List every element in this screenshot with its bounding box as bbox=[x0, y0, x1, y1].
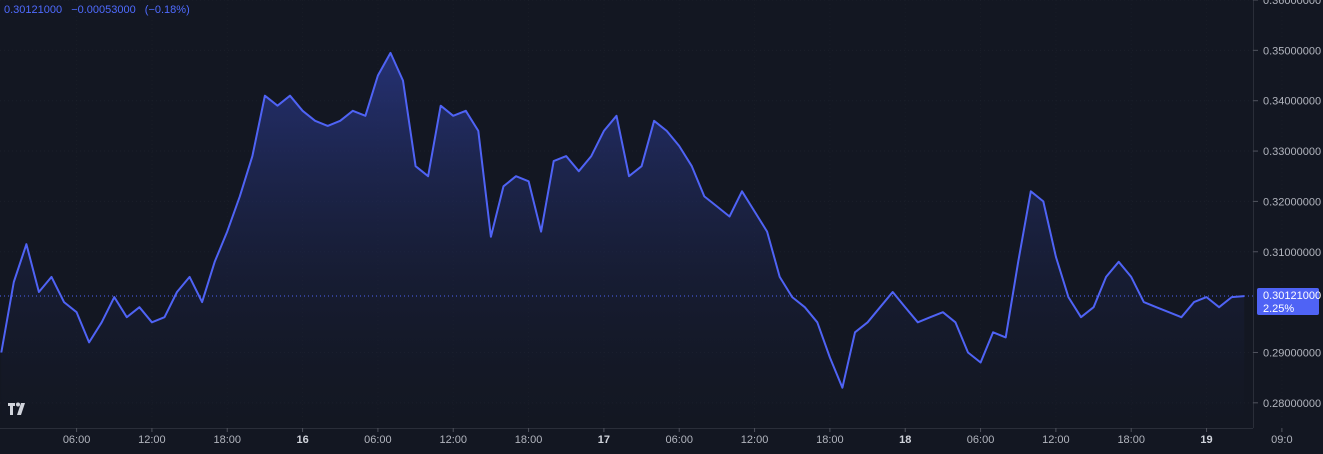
legend-value: 0.30121000 bbox=[4, 4, 63, 16]
time-tick-label: 18:00 bbox=[1117, 434, 1145, 446]
price-line bbox=[0, 51, 1245, 389]
last-price-change-pct: 2.25% bbox=[1263, 303, 1294, 315]
legend-change-pct: (−0.18%) bbox=[144, 4, 190, 16]
time-tick-label: 06:00 bbox=[364, 434, 392, 446]
last-price-badge-bg bbox=[1257, 288, 1319, 316]
price-axis[interactable]: 0.36000000 0.35000000 0.34000000 0.33000000… bbox=[1253, 0, 1321, 410]
last-price-value: 0.30121000 bbox=[1263, 290, 1321, 302]
price-tick-label: 0.31000000 bbox=[1263, 247, 1321, 259]
price-tick-label: 0.32000000 bbox=[1263, 196, 1321, 208]
time-tick-label: 12:00 bbox=[138, 434, 166, 446]
time-tick-label: 18 bbox=[899, 434, 911, 446]
price-tick-label: 0.29000000 bbox=[1263, 347, 1321, 359]
legend-change: −0.00053000 bbox=[71, 4, 136, 16]
time-tick-label: 12:00 bbox=[741, 434, 769, 446]
time-tick-label: 19 bbox=[1200, 434, 1212, 446]
time-tick-label: 17 bbox=[598, 434, 610, 446]
time-tick-label: 06:00 bbox=[63, 434, 91, 446]
price-tick-label: 0.35000000 bbox=[1263, 45, 1321, 57]
time-tick-label: 06:00 bbox=[665, 434, 693, 446]
time-tick-label: 18:00 bbox=[213, 434, 241, 446]
time-tick-label: 12:00 bbox=[439, 434, 467, 446]
time-tick-label: 18:00 bbox=[816, 434, 844, 446]
price-tick-label: 0.33000000 bbox=[1263, 146, 1321, 158]
price-area-fill bbox=[1, 52, 1245, 429]
time-tick-label: 16 bbox=[296, 434, 308, 446]
series-legend: 0.30121000 −0.00053000 (−0.18%) bbox=[4, 4, 196, 16]
price-tick-label: 0.28000000 bbox=[1263, 398, 1321, 410]
time-tick-label: 09:0 bbox=[1271, 434, 1292, 446]
price-tick-label: 0.36000000 bbox=[1263, 0, 1321, 7]
time-tick-label: 12:00 bbox=[1042, 434, 1070, 446]
time-axis[interactable]: 06:00 12:00 18:00 16 06:00 12:00 18:00 17 06:00 1… bbox=[63, 428, 1293, 446]
tradingview-logo-icon[interactable] bbox=[6, 399, 30, 419]
last-price-badge: 0.30121000 2.25% bbox=[1257, 288, 1321, 316]
time-tick-label: 06:00 bbox=[967, 434, 995, 446]
time-tick-label: 18:00 bbox=[515, 434, 543, 446]
price-tick-label: 0.34000000 bbox=[1263, 96, 1321, 108]
